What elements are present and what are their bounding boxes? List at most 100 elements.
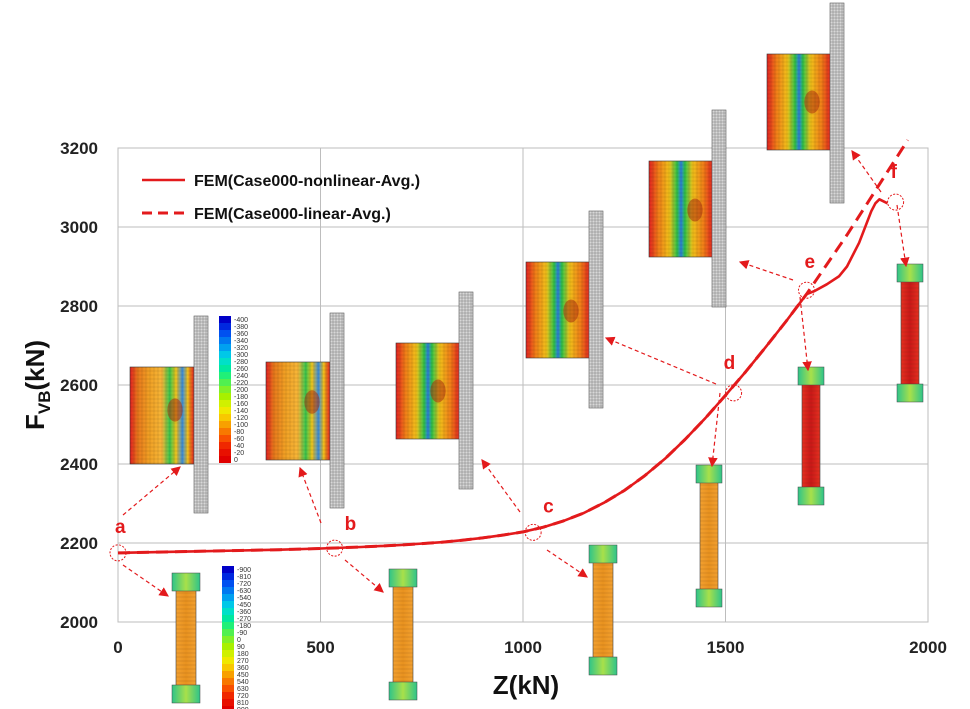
point-marker-e	[798, 281, 815, 299]
y-tick-label: 3200	[60, 139, 98, 158]
y-axis-label-sub: VB	[35, 391, 54, 415]
scale-label: 540	[237, 679, 249, 686]
scale-swatch	[222, 601, 234, 608]
scale-label: -340	[234, 338, 248, 345]
scale-swatch	[219, 442, 231, 449]
point-label-e: e	[805, 252, 816, 273]
plate-contour	[265, 361, 331, 461]
x-tick-label: 2000	[909, 638, 947, 657]
column-end-top	[588, 544, 618, 564]
scale-label: -90	[237, 630, 247, 637]
x-tick-label: 0	[113, 638, 122, 657]
scale-label: -810	[237, 574, 251, 581]
scale-swatch	[219, 316, 231, 323]
scale-label: -20	[234, 450, 244, 457]
scale-swatch	[222, 685, 234, 692]
point-label-a: a	[115, 517, 126, 538]
scale-swatch	[222, 678, 234, 685]
wall-mesh	[458, 291, 474, 490]
point-marker-b	[326, 539, 344, 557]
scale-label: -40	[234, 443, 244, 450]
scale-label: -260	[234, 366, 248, 373]
column-end-bottom	[896, 383, 924, 403]
wall-mesh-rect	[193, 315, 209, 514]
point-label-b: b	[345, 514, 357, 535]
point-label-d: d	[724, 353, 736, 374]
annotation-arrow	[708, 392, 721, 468]
annotation-arrow	[344, 559, 384, 593]
wall-mesh-rect	[329, 312, 345, 509]
plate-hotspot	[563, 299, 579, 323]
scale-swatch	[222, 587, 234, 594]
scale-swatch	[219, 386, 231, 393]
column-end-top	[695, 464, 723, 484]
scale-label: -180	[237, 623, 251, 630]
scale-swatch	[219, 379, 231, 386]
scale-label: -140	[234, 408, 248, 415]
column-end-top	[388, 568, 418, 588]
point-marker-d	[725, 384, 743, 402]
scale-swatch	[219, 393, 231, 400]
tick-labels: 0 500 1000 1500 2000 2000 2200 2400 2600 2800 3000…	[60, 139, 947, 657]
y-tick-label: 2400	[60, 455, 98, 474]
point-marker-f	[887, 193, 905, 211]
scale-swatch	[219, 400, 231, 407]
scale-swatch	[219, 428, 231, 435]
plate-contour	[395, 342, 461, 440]
scale-label: -120	[234, 415, 248, 422]
y-tick-label: 3000	[60, 218, 98, 237]
annotation-arrow	[481, 459, 521, 513]
scale-label: 0	[234, 457, 238, 464]
scale-label: -220	[234, 380, 248, 387]
x-tick-label: 1500	[707, 638, 745, 657]
annotation-arrow	[851, 150, 882, 193]
wall-mesh-rect	[711, 109, 727, 308]
annotation-arrow	[799, 296, 812, 372]
scale-swatch	[222, 580, 234, 587]
point-label-f: f	[891, 162, 898, 183]
scale-label: -720	[237, 581, 251, 588]
scale-label: -200	[234, 387, 248, 394]
scale-swatch	[222, 636, 234, 643]
annotation-arrow	[604, 336, 717, 385]
column-contour	[592, 548, 614, 672]
scale-swatch	[222, 706, 234, 709]
scale-swatch	[222, 643, 234, 650]
column-end-top	[797, 366, 825, 386]
scale-label: -160	[234, 401, 248, 408]
scale-swatch	[219, 435, 231, 442]
x-axis-label: Z(kN)	[493, 670, 559, 700]
legend-entry: FEM(Case000-nonlinear-Avg.)	[194, 173, 420, 190]
scale-swatch	[222, 650, 234, 657]
scale-swatch	[222, 566, 234, 573]
scale-label: 630	[237, 686, 249, 693]
plate-hotspot	[430, 379, 446, 403]
column-contour	[175, 576, 197, 700]
y-axis-label-tail: (kN)	[20, 340, 50, 391]
scale-swatch	[219, 407, 231, 414]
plate-hotspot	[804, 90, 820, 114]
scale-label: -360	[234, 331, 248, 338]
scale-swatch	[222, 671, 234, 678]
annotation-arrow	[122, 466, 181, 516]
scale-label: 720	[237, 693, 249, 700]
scale-swatch	[222, 692, 234, 699]
column-contour	[392, 572, 414, 697]
plate-hotspot	[687, 198, 703, 222]
column-contour	[900, 267, 920, 399]
scale-label: -80	[234, 429, 244, 436]
column-end-bottom	[588, 656, 618, 676]
scale-label: -630	[237, 588, 251, 595]
wall-mesh	[193, 315, 209, 514]
scale-label: 270	[237, 658, 249, 665]
scale-swatch	[219, 337, 231, 344]
scale-swatch	[222, 629, 234, 636]
wall-mesh	[329, 312, 345, 509]
column-end-bottom	[797, 486, 825, 506]
scale-label: -60	[234, 436, 244, 443]
y-axis-label: FVB(kN)	[20, 340, 54, 430]
plate-contour	[129, 366, 195, 465]
x-tick-label: 500	[306, 638, 334, 657]
wall-mesh	[588, 210, 604, 409]
